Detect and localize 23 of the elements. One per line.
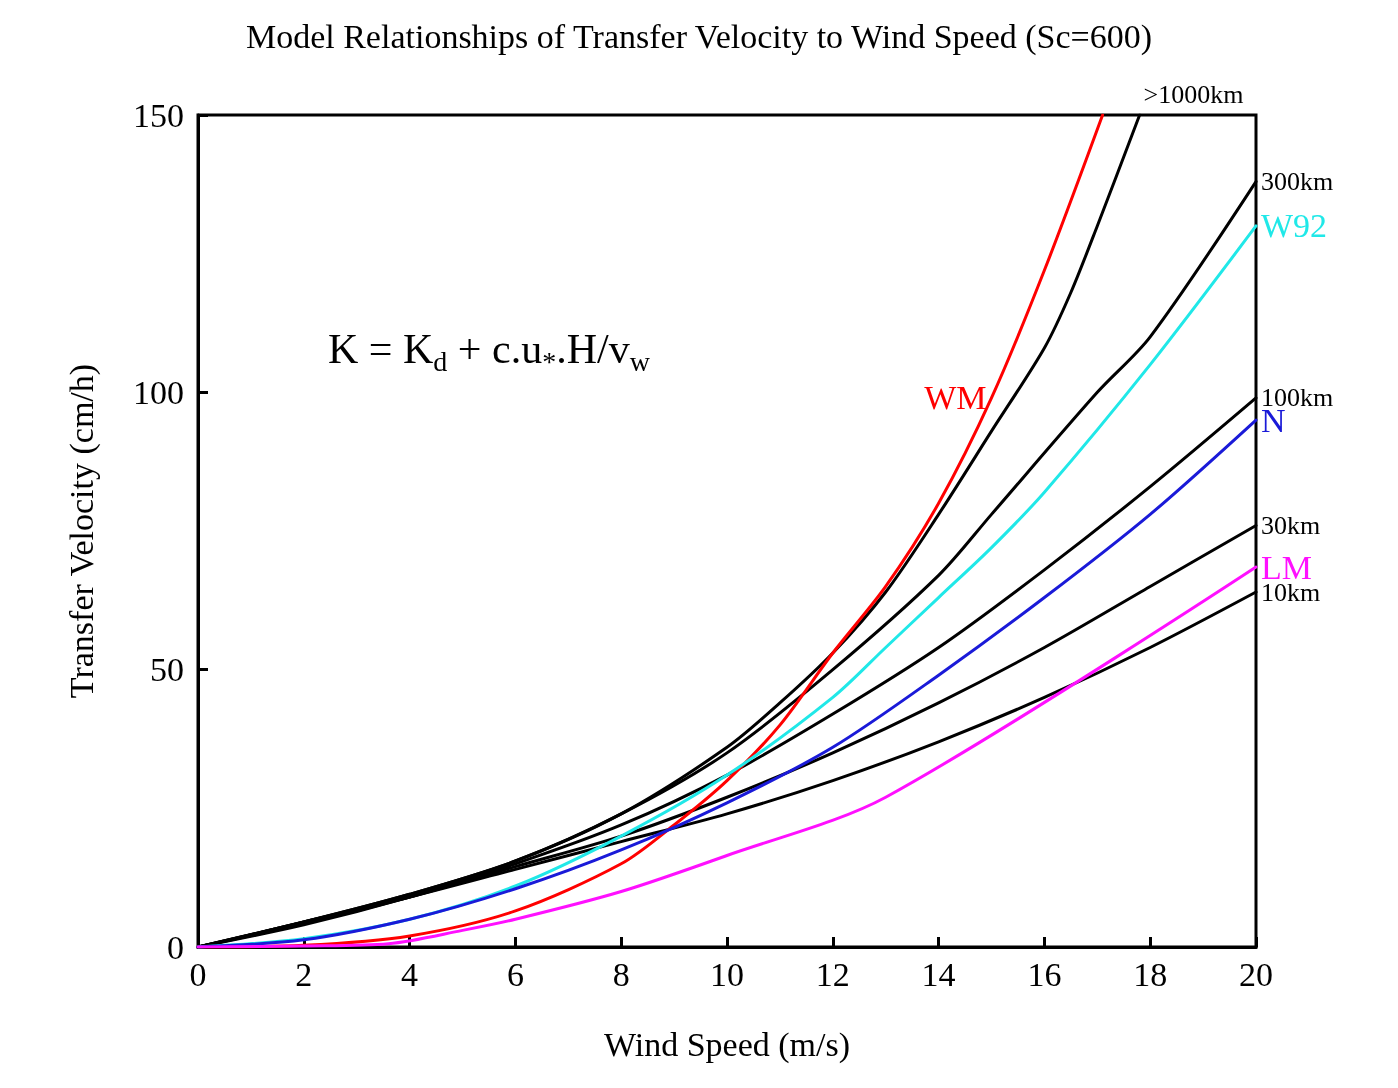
y-tick-label: 150 — [133, 96, 184, 134]
y-axis-title: Transfer Velocity (cm/h) — [62, 363, 101, 699]
x-tick-label: 6 — [506, 955, 524, 993]
y-tick-label: 0 — [167, 928, 184, 966]
series-label: >1000km — [1143, 79, 1244, 109]
x-tick-label: 14 — [921, 955, 956, 993]
x-tick-label: 2 — [295, 955, 313, 993]
x-tick-label: 16 — [1027, 955, 1062, 993]
series-label: W92 — [1261, 207, 1328, 245]
chart-title: Model Relationships of Transfer Velocity to Wind Speed (Sc=600) — [245, 17, 1153, 56]
x-tick-label: 10 — [710, 955, 744, 993]
x-axis-title: Wind Speed (m/s) — [603, 1025, 851, 1064]
series-label: WM — [924, 379, 987, 417]
series-label: 300km — [1261, 167, 1334, 197]
y-tick-label: 100 — [133, 373, 184, 411]
series-label: 30km — [1261, 510, 1321, 540]
x-tick-label: 12 — [815, 955, 850, 993]
x-tick-label: 20 — [1239, 955, 1273, 993]
y-tick-label: 50 — [150, 651, 184, 689]
x-tick-label: 4 — [401, 955, 419, 993]
x-tick-label: 8 — [612, 955, 630, 993]
x-tick-label: 18 — [1133, 955, 1168, 993]
x-tick-label: 0 — [189, 955, 207, 993]
